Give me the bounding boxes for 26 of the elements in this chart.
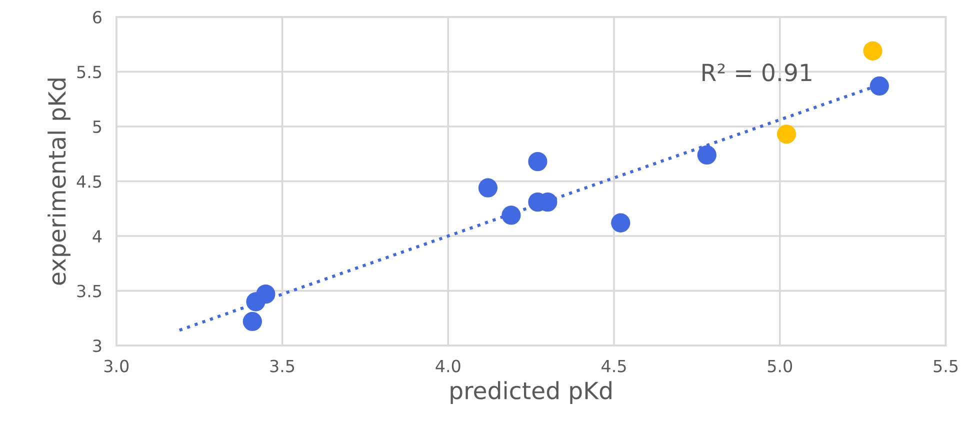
point [528,152,548,172]
y-tick-label: 5.5 [77,66,102,78]
point [242,312,262,332]
x-tick-label: 3.0 [104,360,129,372]
point [870,76,889,96]
y-tick-label: 6 [93,10,102,24]
x-tick-label: 3.5 [270,360,294,372]
point [256,284,276,304]
point [697,145,716,165]
point [611,213,630,232]
point [478,178,498,198]
y-tick-label: 4.5 [76,175,102,188]
y-axis-title: experimental pKd [48,78,70,285]
point [502,206,521,225]
point [776,124,796,144]
annotation: R² = 0.91 [702,64,812,82]
y-tick-label: 3.5 [77,284,102,298]
x-tick-label: 5.5 [934,360,958,372]
y-tick-label: 3 [93,340,102,352]
y-tick-label: 4 [92,230,102,242]
x-tick-label: 4.0 [436,360,460,372]
x-tick-label: 4.5 [602,360,626,372]
point [863,41,882,60]
x-axis-title: predicted pKd [450,381,612,404]
x-tick-label: 5.0 [768,360,792,372]
y-tick-label: 5 [93,120,102,134]
